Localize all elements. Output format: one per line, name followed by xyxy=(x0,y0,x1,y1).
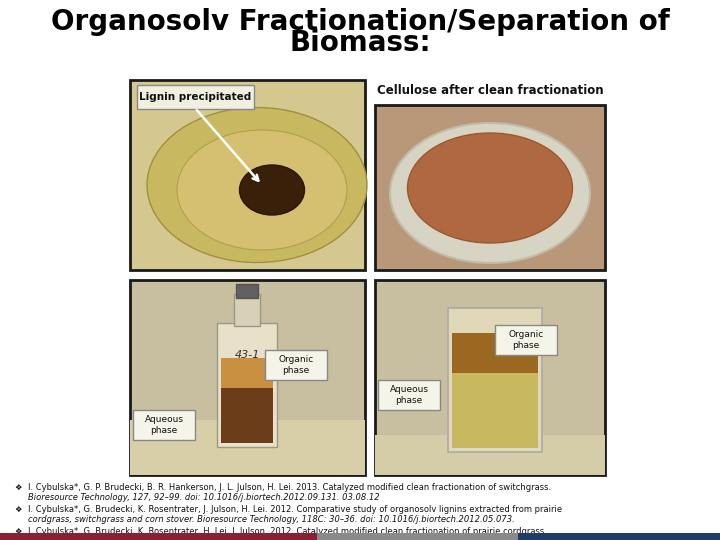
Text: I. Cybulska*, G. Brudecki, K. Rosentrater, J. Julson, H. Lei. 2012. Comparative : I. Cybulska*, G. Brudecki, K. Rosentrate… xyxy=(28,505,562,514)
Bar xyxy=(452,333,538,373)
Text: Lignin precipitated: Lignin precipitated xyxy=(139,92,251,102)
Text: cordgrass, switchgrass and corn stover. Bioresource Technology, 118C: 30–36. doi: cordgrass, switchgrass and corn stover. … xyxy=(28,515,515,523)
Bar xyxy=(221,388,273,443)
Bar xyxy=(130,280,365,475)
FancyBboxPatch shape xyxy=(217,323,277,447)
FancyBboxPatch shape xyxy=(236,284,258,298)
Text: I. Cybulska*, G. Brudecki, K. Rosentrater, H. Lei, J. Julson. 2012. Catalyzed mo: I. Cybulska*, G. Brudecki, K. Rosentrate… xyxy=(28,527,544,536)
Text: I. Cybulska*, G. P. Brudecki, B. R. Hankerson, J. L. Julson, H. Lei. 2013. Catal: I. Cybulska*, G. P. Brudecki, B. R. Hank… xyxy=(28,483,551,492)
Ellipse shape xyxy=(177,130,347,250)
FancyBboxPatch shape xyxy=(378,380,440,410)
FancyBboxPatch shape xyxy=(265,350,327,380)
Bar xyxy=(130,80,365,270)
Text: ❖: ❖ xyxy=(14,527,22,536)
Bar xyxy=(452,373,538,448)
Ellipse shape xyxy=(240,165,305,215)
FancyBboxPatch shape xyxy=(133,410,195,440)
FancyBboxPatch shape xyxy=(495,325,557,355)
Text: 43-1: 43-1 xyxy=(234,350,260,360)
Bar xyxy=(375,435,605,475)
Text: Aqueous
phase: Aqueous phase xyxy=(390,386,428,404)
Text: Aqueous
phase: Aqueous phase xyxy=(145,415,184,435)
Text: Biomass:: Biomass: xyxy=(289,29,431,57)
Ellipse shape xyxy=(147,107,367,262)
Text: ❖: ❖ xyxy=(14,483,22,492)
Bar xyxy=(375,280,605,475)
Text: ❖: ❖ xyxy=(14,505,22,514)
Bar xyxy=(518,533,720,540)
Text: Cellulose after clean fractionation: Cellulose after clean fractionation xyxy=(377,84,603,97)
Text: Bioresource Technology, 127, 92–99. doi: 10.1016/j.biortech.2012.09.131. 03.08.1: Bioresource Technology, 127, 92–99. doi:… xyxy=(28,492,379,502)
Text: Organic
phase: Organic phase xyxy=(508,330,544,350)
FancyBboxPatch shape xyxy=(448,308,542,452)
Bar xyxy=(130,420,365,475)
Bar xyxy=(375,105,605,270)
Ellipse shape xyxy=(390,123,590,263)
Text: Organosolv Fractionation/Separation of: Organosolv Fractionation/Separation of xyxy=(50,8,670,36)
Ellipse shape xyxy=(408,133,572,243)
Bar xyxy=(317,533,518,540)
Text: integrated with hydrothermal post-treatment. Biomass and Bioenergy, 46, 389–401.: integrated with hydrothermal post-treatm… xyxy=(28,537,543,540)
FancyBboxPatch shape xyxy=(234,294,260,326)
Bar xyxy=(221,358,273,388)
FancyBboxPatch shape xyxy=(137,85,254,109)
Bar xyxy=(375,77,605,102)
Bar xyxy=(0,533,317,540)
Text: Organic
phase: Organic phase xyxy=(279,355,314,375)
